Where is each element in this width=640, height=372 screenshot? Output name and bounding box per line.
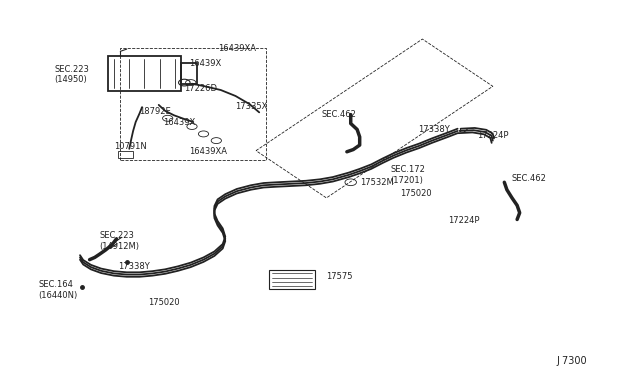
Text: SEC.462: SEC.462 — [512, 174, 547, 183]
Text: 17335X: 17335X — [236, 102, 268, 110]
Text: 17224P: 17224P — [477, 131, 508, 140]
Text: 10791N: 10791N — [114, 142, 147, 151]
Text: 17338Y: 17338Y — [118, 262, 150, 271]
Text: SEC.164
(16440N): SEC.164 (16440N) — [38, 280, 77, 300]
Text: SEC.223
(14950): SEC.223 (14950) — [54, 65, 89, 84]
Text: 17226D: 17226D — [184, 84, 218, 93]
Text: 175020: 175020 — [400, 189, 431, 198]
Text: SEC.462: SEC.462 — [321, 110, 356, 119]
Text: 17338Y: 17338Y — [418, 125, 450, 134]
Text: SEC.172
(17201): SEC.172 (17201) — [390, 165, 425, 185]
Text: J 7300: J 7300 — [557, 356, 588, 366]
Text: 16439XA: 16439XA — [218, 44, 255, 53]
Text: 17532M: 17532M — [360, 178, 394, 187]
Text: 17575: 17575 — [326, 272, 353, 280]
Text: 16439X: 16439X — [189, 59, 221, 68]
Text: 17224P: 17224P — [448, 216, 479, 225]
Text: 16439X: 16439X — [163, 118, 195, 126]
Text: SEC.223
(14912M): SEC.223 (14912M) — [99, 231, 140, 251]
Text: 175020: 175020 — [148, 298, 180, 307]
Text: 16439XA: 16439XA — [189, 147, 227, 156]
Text: 18792E: 18792E — [140, 107, 172, 116]
